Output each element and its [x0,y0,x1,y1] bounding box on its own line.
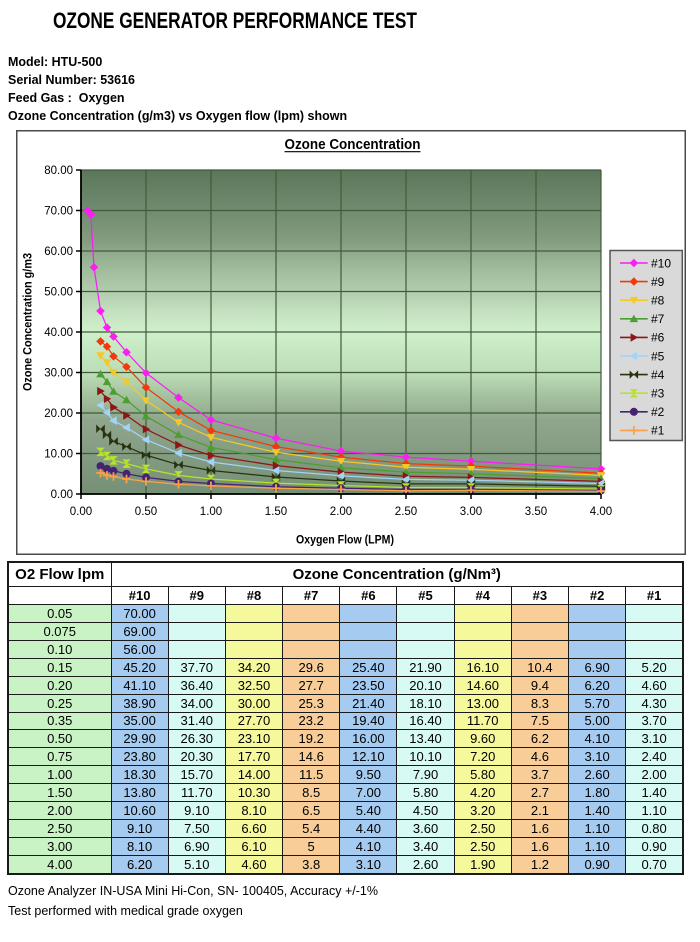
svg-text:60.00: 60.00 [44,246,73,258]
svg-text:1.00: 1.00 [200,506,222,518]
svg-text:Ozone Concentration: Ozone Concentration [285,137,421,153]
svg-text:20.00: 20.00 [44,408,73,420]
svg-text:#10: #10 [651,256,671,270]
svg-text:#6: #6 [651,331,665,345]
svg-text:2.50: 2.50 [395,506,417,518]
svg-text:40.00: 40.00 [44,327,73,339]
svg-text:0.00: 0.00 [70,506,92,518]
svg-text:#5: #5 [651,349,665,363]
svg-text:#3: #3 [651,387,665,401]
svg-text:Ozone Concentration g/m3: Ozone Concentration g/m3 [21,253,35,391]
svg-text:0.00: 0.00 [51,489,73,501]
svg-text:80.00: 80.00 [44,165,73,177]
svg-text:50.00: 50.00 [44,287,73,299]
svg-text:0.50: 0.50 [135,506,157,518]
svg-text:Oxygen Flow (LPM): Oxygen Flow (LPM) [296,535,394,547]
svg-text:#4: #4 [651,368,665,382]
svg-text:3.50: 3.50 [525,506,547,518]
svg-text:4.00: 4.00 [590,506,612,518]
svg-text:1.50: 1.50 [265,506,287,518]
svg-text:#9: #9 [651,275,665,289]
svg-text:30.00: 30.00 [44,368,73,380]
svg-text:#7: #7 [651,312,665,326]
svg-text:#8: #8 [651,294,665,308]
svg-text:70.00: 70.00 [44,206,73,218]
svg-text:2.00: 2.00 [330,506,352,518]
svg-text:#2: #2 [651,405,665,419]
svg-text:3.00: 3.00 [460,506,482,518]
svg-text:#1: #1 [651,424,665,438]
svg-text:10.00: 10.00 [44,449,73,461]
